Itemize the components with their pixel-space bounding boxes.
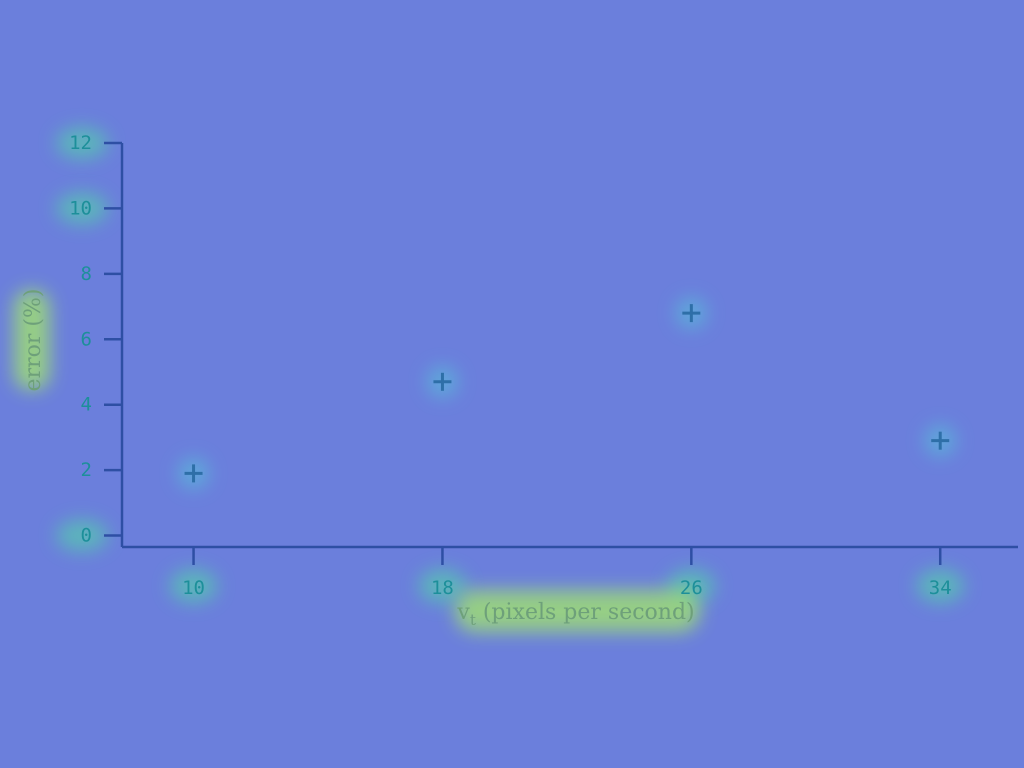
glow-spot <box>455 590 700 632</box>
x-tick-label: 26 <box>680 577 703 599</box>
y-tick-label: 4 <box>81 394 92 416</box>
glow-spot <box>14 290 50 390</box>
y-tick-label: 6 <box>81 328 92 350</box>
glow-spot <box>56 192 108 225</box>
x-axis-label-suffix: (pixels per second) <box>476 600 695 625</box>
x-axis-label-subscript: t <box>470 611 476 629</box>
data-point-marker <box>433 372 452 391</box>
x-axis-label: vt (pixels per second) <box>456 600 694 629</box>
data-point-marker <box>931 431 950 450</box>
glow-spot <box>916 569 965 603</box>
x-axis-label-main: v <box>456 600 470 625</box>
glow-spot <box>169 569 218 603</box>
attention-glow-layer <box>14 127 965 632</box>
y-tick-label: 0 <box>81 525 92 547</box>
data-points <box>184 304 950 483</box>
x-tick-label: 10 <box>182 577 205 599</box>
data-point-marker <box>184 464 203 483</box>
x-axis-ticks: 10 18 26 34 <box>182 547 952 599</box>
x-tick-label: 18 <box>431 577 454 599</box>
y-tick-label: 2 <box>81 459 92 481</box>
data-point-marker <box>682 304 701 323</box>
y-tick-label: 8 <box>81 263 92 285</box>
glow-spot <box>418 569 467 603</box>
y-axis-label: error (%) <box>21 289 46 392</box>
y-axis-ticks: 0 2 4 6 8 10 12 <box>69 132 122 547</box>
y-tick-label: 10 <box>69 197 92 219</box>
y-tick-label: 12 <box>69 132 92 154</box>
x-tick-label: 34 <box>929 577 952 599</box>
glow-spot <box>56 519 108 552</box>
glow-spot <box>56 127 108 159</box>
